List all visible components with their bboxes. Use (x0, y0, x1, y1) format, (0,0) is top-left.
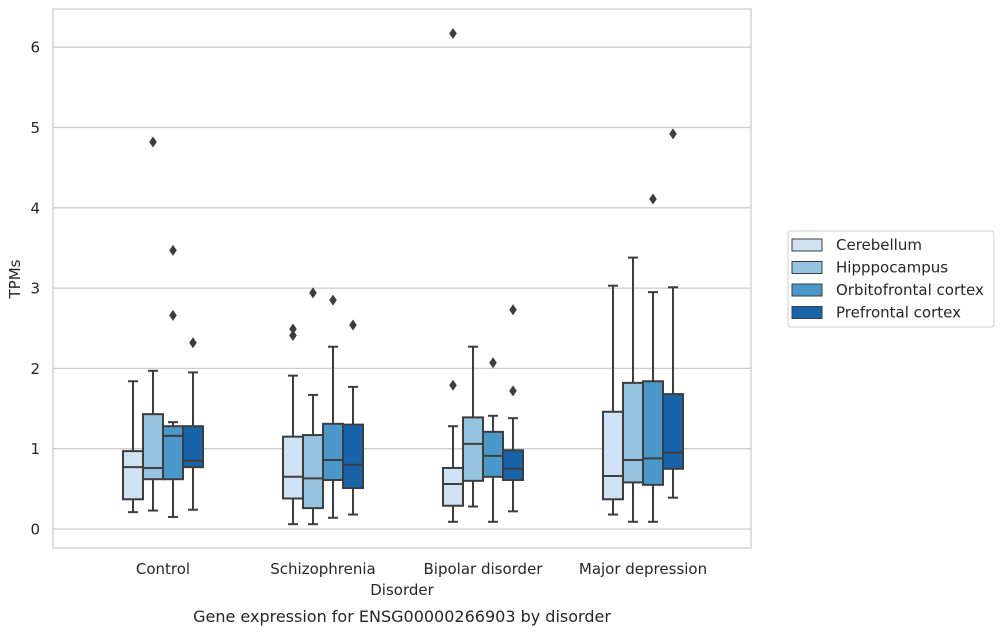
legend-frame (787, 230, 995, 328)
box-0-3 (602, 284, 624, 516)
box-body (142, 413, 164, 481)
boxes (122, 28, 684, 526)
box-3-2 (502, 304, 524, 513)
box-body (162, 425, 184, 481)
box-2-3 (642, 193, 664, 523)
outlier-marker-1 (289, 323, 297, 335)
outlier-marker-0 (509, 385, 517, 397)
y-tick-label-5: 5 (30, 119, 40, 137)
box-body (502, 449, 524, 482)
x-tick-label-0: Control (136, 560, 190, 578)
box-2-1 (322, 294, 344, 519)
box-2-0 (162, 244, 184, 518)
box-body (302, 434, 324, 510)
y-tick-label-0: 0 (30, 521, 40, 539)
y-tick-label-6: 6 (30, 39, 40, 57)
box-body (182, 425, 204, 469)
box-0-2 (442, 28, 464, 523)
box-body (322, 422, 344, 482)
y-tick-label-3: 3 (30, 280, 40, 298)
box-body (642, 380, 664, 486)
x-tick-label-2: Bipolar disorder (424, 560, 544, 578)
box-2-2 (482, 357, 504, 523)
outlier-marker-0 (289, 329, 297, 341)
y-tick-label-4: 4 (30, 199, 40, 217)
x-axis-ticks: Control Schizophrenia Bipolar disorder Majo… (136, 560, 707, 578)
y-tick-label-1: 1 (30, 440, 40, 458)
outlier-marker-0 (329, 294, 337, 306)
outlier-marker-1 (449, 28, 457, 40)
y-tick-label-2: 2 (30, 360, 40, 378)
legend: Cerebellum Hipppocampus Orbitofrontal cort… (787, 230, 995, 328)
x-axis-label: Disorder (370, 581, 434, 599)
box-body (342, 423, 364, 490)
outlier-marker-0 (309, 287, 317, 299)
legend-swatch-0 (791, 238, 823, 252)
box-body (602, 410, 624, 501)
plot-area-frame (52, 8, 752, 549)
legend-label-2: Orbitofrontal cortex (836, 281, 984, 299)
legend-label-0: Cerebellum (836, 236, 922, 254)
outlier-marker-0 (669, 128, 677, 140)
y-axis-label: TPMs (6, 259, 24, 299)
outlier-marker-1 (169, 244, 177, 256)
outlier-marker-1 (509, 304, 517, 316)
box-3-0 (182, 337, 204, 511)
x-tick-label-1: Schizophrenia (270, 560, 375, 578)
box-0-0 (122, 380, 144, 514)
box-0-1 (282, 323, 304, 526)
legend-swatch-2 (791, 283, 823, 297)
box-body (662, 393, 684, 470)
legend-label-3: Prefrontal cortex (836, 304, 961, 322)
legend-swatch-1 (791, 261, 823, 274)
outlier-marker-0 (149, 136, 157, 148)
box-1-2 (462, 345, 484, 508)
outlier-marker-0 (169, 309, 177, 321)
legend-label-1: Hipppocampus (836, 259, 948, 277)
outlier-marker-0 (489, 357, 497, 369)
box-body (122, 450, 144, 501)
legend-swatch-3 (791, 306, 823, 319)
box-body (622, 381, 644, 484)
box-body (482, 430, 504, 478)
chart-caption: Gene expression for ENSG00000266903 by d… (193, 607, 611, 626)
outlier-marker-0 (649, 193, 657, 205)
y-axis-ticks: 0 1 2 3 4 5 6 (30, 39, 40, 539)
box-body (462, 416, 484, 482)
box-body (282, 435, 304, 500)
box-body (442, 466, 464, 507)
x-tick-label-3: Major depression (579, 560, 707, 578)
box-1-0 (142, 136, 164, 512)
outlier-marker-0 (349, 319, 357, 331)
outlier-marker-0 (449, 379, 457, 391)
outlier-marker-0 (189, 337, 197, 349)
box-3-3 (662, 128, 684, 499)
box-1-1 (302, 287, 324, 526)
box-3-1 (342, 319, 364, 516)
box-1-3 (622, 256, 644, 523)
